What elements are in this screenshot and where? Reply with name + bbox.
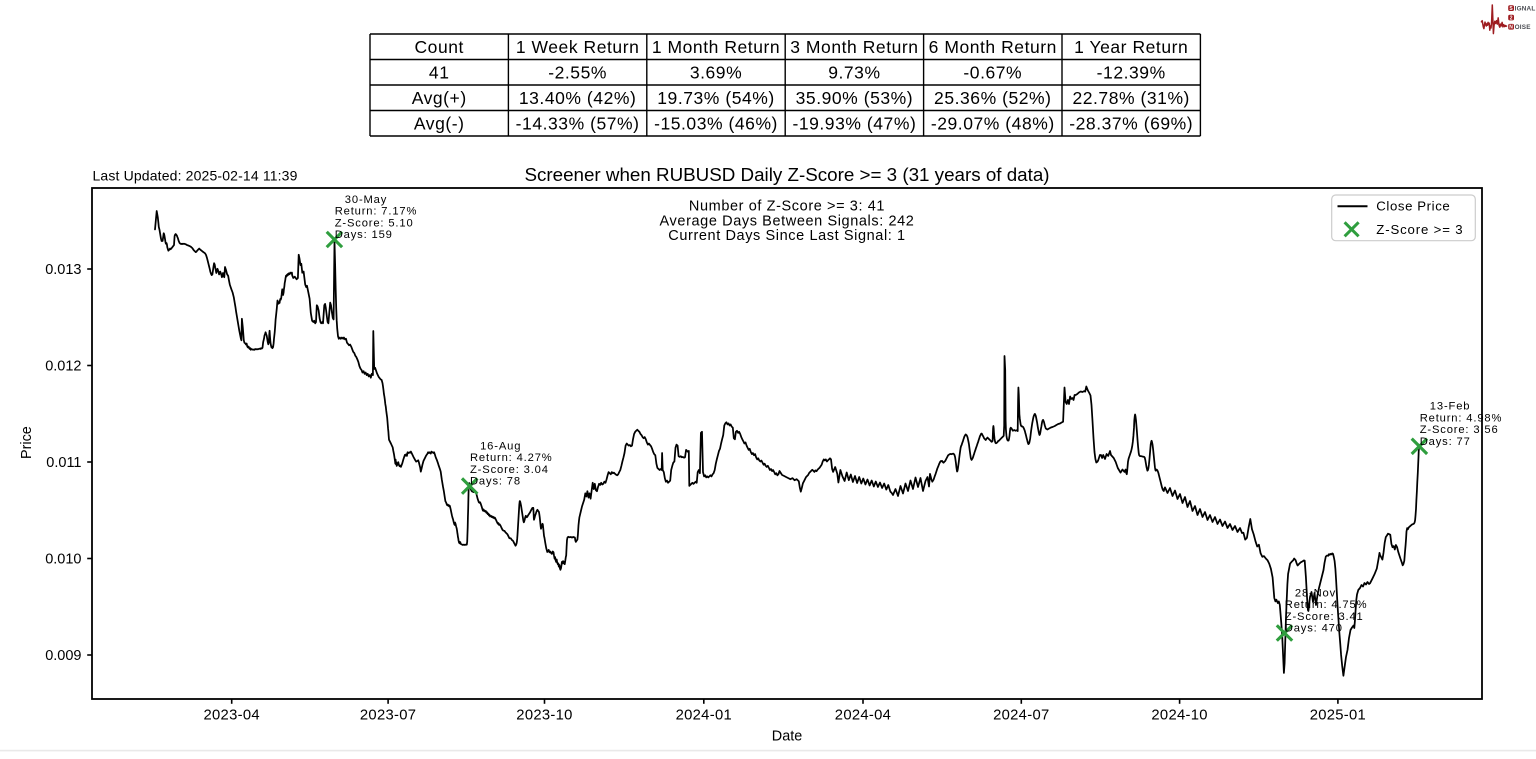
svg-text:1 Week Return: 1 Week Return	[516, 37, 640, 57]
svg-text:1 Year Return: 1 Year Return	[1074, 37, 1188, 57]
svg-text:S: S	[1509, 6, 1513, 12]
svg-text:Close Price: Close Price	[1376, 199, 1450, 214]
svg-text:Z-Score: 3.04: Z-Score: 3.04	[470, 464, 549, 476]
svg-text:Number of Z-Score >= 3: 41: Number of Z-Score >= 3: 41	[689, 199, 885, 215]
svg-text:Z-Score: 5.10: Z-Score: 5.10	[335, 217, 414, 229]
svg-text:Screener when RUBUSD Daily Z-S: Screener when RUBUSD Daily Z-Score >= 3 …	[524, 164, 1049, 185]
svg-text:-0.67%: -0.67%	[963, 63, 1022, 83]
svg-text:0.011: 0.011	[46, 455, 81, 471]
svg-text:3.69%: 3.69%	[690, 63, 742, 83]
svg-text:OISE: OISE	[1515, 24, 1532, 31]
svg-text:-15.03% (46%): -15.03% (46%)	[654, 113, 778, 133]
svg-text:N: N	[1509, 25, 1513, 31]
svg-text:9.73%: 9.73%	[828, 63, 880, 83]
svg-text:Count: Count	[414, 37, 463, 57]
svg-text:16-Aug: 16-Aug	[480, 441, 521, 453]
svg-text:-14.33% (57%): -14.33% (57%)	[516, 113, 640, 133]
svg-text:Days: 159: Days: 159	[335, 229, 393, 241]
svg-text:Average Days Between Signals:: Average Days Between Signals: 242	[660, 213, 915, 229]
svg-text:-12.39%: -12.39%	[1097, 63, 1166, 83]
svg-text:-2.55%: -2.55%	[548, 63, 607, 83]
svg-text:2024-10: 2024-10	[1151, 708, 1207, 724]
svg-text:Last Updated: 2025-02-14 11:39: Last Updated: 2025-02-14 11:39	[93, 167, 298, 183]
svg-text:-28.37% (69%): -28.37% (69%)	[1069, 113, 1193, 133]
svg-text:13.40% (42%): 13.40% (42%)	[519, 88, 637, 108]
svg-text:6 Month Return: 6 Month Return	[929, 37, 1057, 57]
svg-text:Price: Price	[19, 426, 35, 459]
svg-text:Z-Score: 3.41: Z-Score: 3.41	[1285, 611, 1364, 623]
svg-text:Return: 4.98%: Return: 4.98%	[1420, 412, 1503, 424]
svg-text:Avg(-): Avg(-)	[414, 113, 465, 133]
svg-text:3 Month Return: 3 Month Return	[790, 37, 918, 57]
svg-text:0.010: 0.010	[45, 552, 81, 568]
svg-text:2: 2	[1510, 15, 1513, 21]
svg-text:Return: 7.17%: Return: 7.17%	[335, 206, 418, 218]
svg-text:Avg(+): Avg(+)	[412, 88, 467, 108]
svg-text:0.012: 0.012	[45, 359, 81, 375]
svg-text:2024-07: 2024-07	[993, 708, 1049, 724]
svg-text:2025-01: 2025-01	[1310, 708, 1366, 724]
svg-text:22.78% (31%): 22.78% (31%)	[1072, 88, 1190, 108]
svg-text:19.73% (54%): 19.73% (54%)	[657, 88, 775, 108]
svg-text:30-May: 30-May	[345, 194, 387, 206]
svg-text:-19.93% (47%): -19.93% (47%)	[792, 113, 916, 133]
svg-text:28-Nov: 28-Nov	[1295, 587, 1336, 599]
svg-text:41: 41	[429, 63, 450, 83]
svg-text:Date: Date	[772, 729, 802, 745]
svg-text:2023-07: 2023-07	[360, 708, 416, 724]
svg-text:2024-01: 2024-01	[676, 708, 732, 724]
svg-text:1 Month Return: 1 Month Return	[652, 37, 780, 57]
svg-text:0.009: 0.009	[45, 648, 81, 664]
svg-text:Days: 78: Days: 78	[470, 476, 521, 488]
svg-text:2023-10: 2023-10	[516, 708, 572, 724]
svg-text:Return: 4.75%: Return: 4.75%	[1285, 599, 1368, 611]
svg-text:Z-Score >= 3: Z-Score >= 3	[1376, 222, 1463, 237]
svg-text:Days: 470: Days: 470	[1285, 623, 1343, 635]
svg-text:Return: 4.27%: Return: 4.27%	[470, 452, 553, 464]
svg-text:IGNAL: IGNAL	[1515, 6, 1536, 13]
svg-text:2023-04: 2023-04	[203, 708, 259, 724]
svg-text:Z-Score: 3.56: Z-Score: 3.56	[1420, 424, 1499, 436]
svg-text:-29.07% (48%): -29.07% (48%)	[931, 113, 1055, 133]
svg-text:Days: 77: Days: 77	[1420, 436, 1471, 448]
svg-text:Current Days Since Last Signal: Current Days Since Last Signal: 1	[668, 228, 905, 244]
svg-text:25.36% (52%): 25.36% (52%)	[934, 88, 1052, 108]
svg-text:35.90% (53%): 35.90% (53%)	[796, 88, 914, 108]
svg-text:13-Feb: 13-Feb	[1430, 401, 1471, 413]
svg-text:0.013: 0.013	[45, 262, 81, 278]
svg-text:2024-04: 2024-04	[835, 708, 891, 724]
